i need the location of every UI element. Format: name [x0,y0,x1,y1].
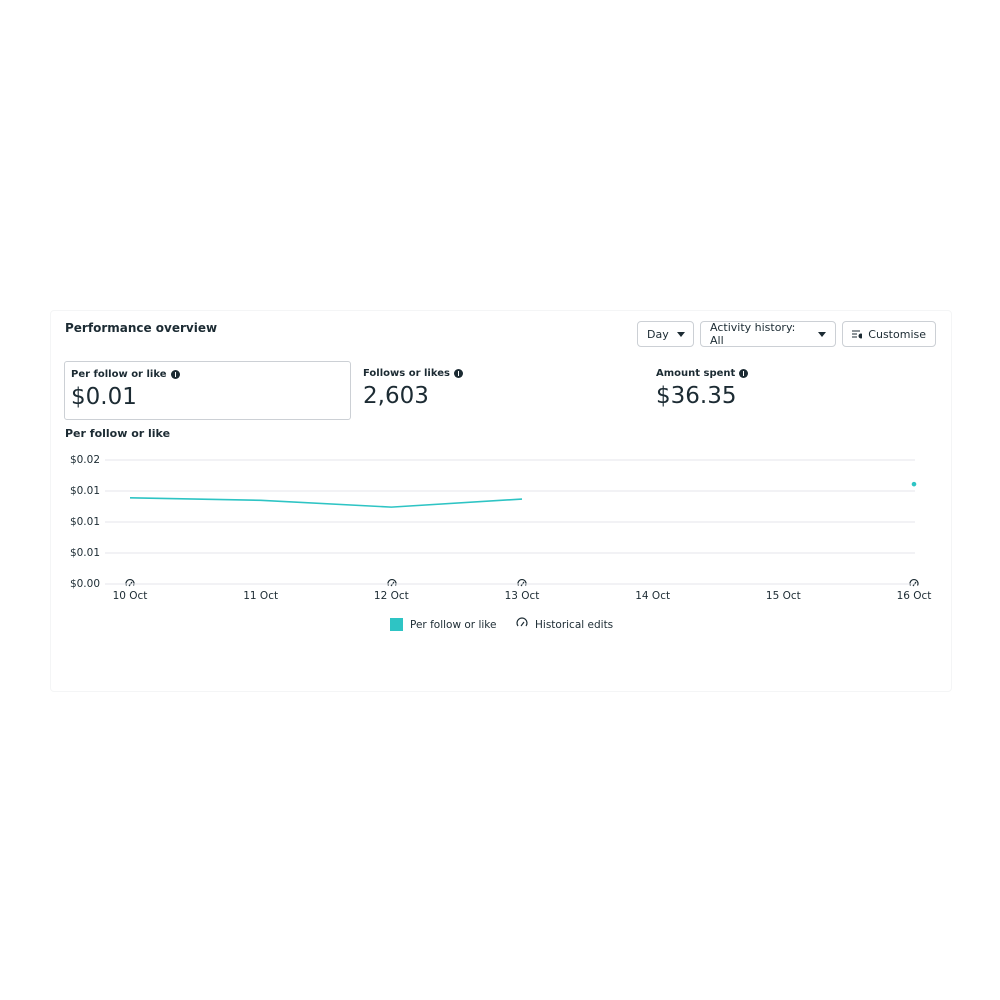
metric-label-row: Follows or likes [363,368,638,379]
x-tick-label: 15 Oct [766,590,801,602]
metric-label: Per follow or like [71,369,167,380]
point [911,481,917,487]
chart-title: Per follow or like [65,427,171,440]
y-tick-label: $0.01 [70,516,100,528]
x-tick-label: 13 Oct [505,590,540,602]
activity-dropdown[interactable]: Activity history: All [700,321,836,347]
metric-card[interactable]: Amount spent $36.35 [650,361,937,420]
y-tick-label: $0.02 [70,454,100,466]
info-icon[interactable] [453,369,463,378]
section-title: Performance overview [65,321,218,335]
x-tick-label: 14 Oct [635,590,670,602]
y-tick-label: $0.00 [70,578,100,590]
metric-value: 2,603 [363,383,429,409]
legend-swatch [390,618,403,631]
series-line [130,484,914,507]
edit-marker[interactable] [517,578,527,587]
metric-label: Follows or likes [363,368,450,379]
x-tick-label: 11 Oct [243,590,278,602]
x-tick-label: 16 Oct [897,590,932,602]
x-tick-label: 12 Oct [374,590,409,602]
button-label: Day [647,327,669,341]
legend-label: Per follow or like [410,619,496,631]
legend-edit-icon [516,617,528,627]
caret [676,331,685,337]
y-tick-label: $0.01 [70,485,100,497]
info-icon[interactable] [739,369,749,378]
metric-card[interactable]: Per follow or like $0.01 [64,361,351,420]
edit-markers [125,578,919,627]
button-label: Customise [868,327,926,341]
metric-value: $36.35 [656,383,737,409]
edit-marker[interactable] [125,578,135,587]
metric-label-row: Amount spent [656,368,931,379]
metric-card[interactable]: Follows or likes 2,603 [357,361,644,420]
y-tick-label: $0.01 [70,547,100,559]
info-icon[interactable] [170,370,180,379]
edit-marker[interactable] [909,578,919,587]
edit-marker[interactable] [387,578,397,587]
card [50,310,952,692]
x-tick-label: 10 Oct [113,590,148,602]
caret [818,331,826,337]
metric-label-row: Per follow or like [71,369,344,380]
legend-label: Historical edits [535,619,613,631]
customise-icon [852,330,863,339]
day-dropdown[interactable]: Day [637,321,694,347]
metric-value: $0.01 [71,384,137,410]
customise-button[interactable]: Customise [842,321,936,347]
button-label: Activity history: All [710,321,796,347]
metric-label: Amount spent [656,368,736,379]
